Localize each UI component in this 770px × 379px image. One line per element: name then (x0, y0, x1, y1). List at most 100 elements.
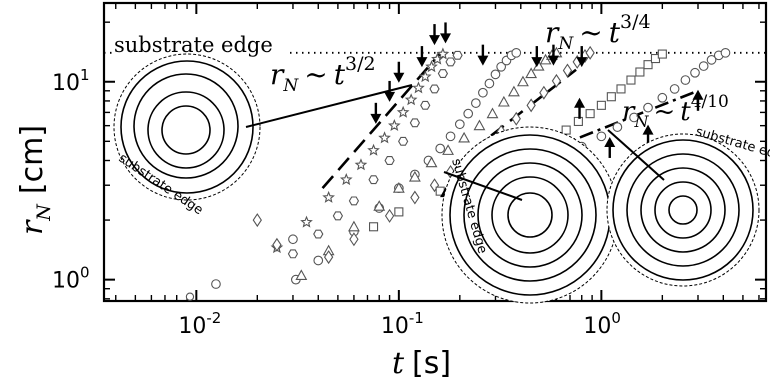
x-tick-label: 10-2 (178, 309, 221, 339)
data-point-diamond (585, 45, 595, 60)
data-point-circle (680, 75, 691, 85)
data-point-circle (612, 122, 623, 132)
data-point-triangle (497, 95, 510, 107)
data-point-circle (288, 234, 298, 245)
data-point-circle (454, 119, 465, 130)
data-point-triangle (517, 75, 529, 87)
data-point-square (561, 125, 571, 135)
data-point-hexagon (287, 249, 299, 259)
data-point-star (339, 173, 353, 186)
arrow-head (574, 97, 586, 108)
data-point-circle (471, 98, 481, 108)
data-point-triangle (392, 182, 405, 193)
data-point-circle (484, 78, 495, 89)
data-point-circle (698, 61, 709, 71)
data-point-hexagon (437, 69, 449, 79)
data-point-star (418, 70, 432, 83)
data-point-diamond (511, 111, 521, 126)
data-point-diamond (272, 237, 282, 252)
arrow-up (574, 97, 586, 119)
data-point-circle (435, 143, 446, 154)
data-point-circle (720, 47, 731, 58)
data-point-hexagon (384, 156, 395, 165)
data-point-hexagon (420, 100, 431, 110)
arrow-down (531, 46, 543, 68)
annotation-t34: rN ~ t3/4 (545, 11, 651, 54)
inset-spiral-middle: substrate edge (441, 126, 619, 304)
arrow-head (440, 33, 452, 44)
arrow-down (393, 61, 405, 83)
data-point-diamond (252, 213, 262, 228)
data-point-square (596, 100, 606, 110)
data-point-hexagon (368, 175, 379, 185)
data-point-circle (211, 279, 221, 289)
data-point-star (425, 60, 438, 73)
data-point-circle (313, 255, 324, 266)
data-point-triangle (408, 170, 421, 182)
inset-spiral-right: substrate edge (606, 124, 770, 287)
arrow-down (477, 44, 489, 66)
annotation-t410: rN ~ t4/10 (622, 92, 729, 131)
arrow-down (440, 22, 452, 44)
data-point-triangle (347, 220, 360, 232)
arrow-head (604, 136, 616, 147)
data-point-triangle (486, 107, 499, 119)
data-point-star (322, 190, 335, 203)
y-axis-unit: [cm] (15, 125, 50, 194)
substrate-edge-label: substrate edge (114, 33, 273, 57)
data-point-hexagon (452, 50, 463, 60)
arrow-down (416, 46, 428, 68)
data-point-circle (478, 87, 488, 98)
data-point-hexagon (398, 136, 409, 146)
data-point-star (300, 215, 313, 228)
data-point-circle (690, 67, 700, 78)
data-point-triangle (473, 119, 486, 131)
data-point-square (657, 49, 667, 59)
arrow-head (531, 57, 543, 68)
arrow-up (604, 136, 616, 158)
data-point-circle (629, 112, 639, 123)
data-point-triangle (373, 200, 386, 211)
data-point-square (643, 60, 653, 70)
data-point-star (396, 105, 410, 118)
x-tick-exp: -1 (409, 309, 424, 327)
y-tick-exp: 1 (80, 66, 90, 84)
y-tick-label: 100 (52, 264, 90, 294)
arrow-head (477, 55, 489, 66)
data-point-circle (596, 131, 607, 142)
data-point-star (388, 118, 401, 132)
data-point-diamond (349, 232, 359, 247)
arrow-down (547, 44, 559, 66)
x-axis-label: [s] (412, 346, 451, 379)
y-tick-exp: 0 (80, 264, 90, 282)
x-axis-unit: [s] (412, 346, 451, 379)
arrow-head (393, 72, 405, 83)
x-tick-label: 10-1 (381, 309, 424, 339)
inset-leader-middle (443, 171, 523, 201)
data-point-circle (185, 292, 195, 301)
data-point-diamond (539, 85, 549, 100)
data-point-circle (643, 102, 653, 113)
data-point-diamond (410, 190, 420, 205)
data-point-square (616, 84, 626, 94)
data-point-triangle (525, 67, 538, 79)
data-point-circle (657, 92, 668, 103)
plot-frame (102, 1, 768, 303)
annotation-t32: rN ~ t3/2 (270, 53, 376, 96)
inset-spiral-rough: substrate edge (113, 53, 261, 218)
data-point-circle (445, 131, 456, 142)
data-point-diamond (562, 63, 573, 78)
arrow-head (576, 57, 588, 68)
data-point-square (369, 222, 379, 232)
arrow-down (429, 24, 441, 46)
data-point-star (378, 131, 391, 144)
data-point-star (436, 47, 450, 60)
data-point-diamond (323, 250, 334, 265)
axis-ticks (104, 3, 766, 301)
x-axis-title: t (392, 346, 405, 379)
data-point-triangle (442, 144, 455, 155)
arrow-up (692, 89, 704, 111)
data-point-triangle (458, 131, 471, 143)
arrow-head (384, 91, 396, 102)
